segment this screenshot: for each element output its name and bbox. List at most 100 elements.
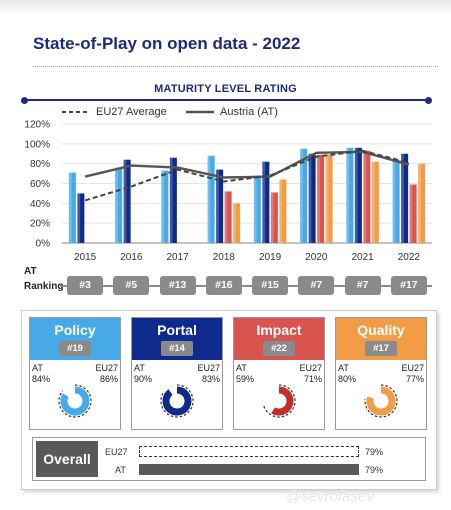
bar-portal	[262, 161, 270, 243]
y-tick-label: 60%	[30, 179, 50, 190]
donut-at-arc	[366, 386, 396, 416]
bar-highlight	[207, 155, 211, 243]
bar-policy	[253, 175, 261, 243]
card-policy-eu-value: 86%	[99, 374, 118, 384]
bar-highlight	[233, 203, 236, 243]
card-impact-name: Impact	[256, 322, 302, 338]
card-policy-at-label: AT	[32, 363, 43, 373]
bar-highlight	[325, 154, 329, 243]
x-tick-label: 2015	[74, 252, 97, 263]
bar-highlight	[224, 191, 228, 243]
ranking-badge: #13	[159, 276, 196, 295]
bar-highlight	[401, 153, 404, 243]
legend-eu27-label: EU27 Average	[96, 106, 167, 118]
card-impact-at-label: AT	[236, 363, 247, 373]
x-tick-label: 2020	[305, 252, 328, 263]
bar-portal	[123, 159, 131, 243]
donut-eu27-ring	[262, 384, 296, 418]
bar-highlight	[68, 172, 72, 243]
ranking-label-at: AT	[24, 266, 37, 277]
rule-dot-right	[425, 96, 432, 104]
subtitle-rule	[24, 99, 428, 101]
card-impact-eu-label: EU27	[299, 363, 322, 373]
donut-eu27-ring	[58, 384, 92, 418]
bar-highlight	[123, 159, 127, 243]
y-tick-label: 40%	[30, 199, 50, 210]
bar-highlight	[354, 147, 358, 243]
card-portal-at-label: AT	[134, 363, 145, 373]
card-policy-header: Policy #19	[30, 318, 120, 360]
bar-portal	[401, 153, 409, 243]
bar-impact	[317, 154, 325, 243]
bar-quality	[371, 161, 379, 243]
overall-eu-value: 79%	[365, 447, 384, 457]
bar-policy	[207, 155, 215, 243]
bar-policy	[68, 172, 76, 243]
card-quality-name: Quality	[357, 322, 405, 338]
ranking-label-ranking: Ranking	[24, 281, 64, 292]
bar-impact	[270, 192, 278, 243]
x-tick-label: 2018	[213, 252, 236, 263]
card-impact: Impact #22 AT 59% EU27 71%	[233, 317, 325, 430]
card-portal-eu-value: 83%	[201, 374, 220, 384]
bar-highlight	[77, 193, 81, 243]
card-impact-header: Impact #22	[234, 318, 324, 360]
watermark: @sevrofasev	[286, 488, 374, 505]
bar-highlight	[308, 153, 312, 243]
overall-eu-bar	[139, 446, 360, 457]
bar-highlight	[300, 148, 303, 243]
ranking-badge: #3	[67, 276, 104, 295]
card-impact-eu-value: 71%	[303, 374, 322, 384]
donut-at-arc	[60, 386, 90, 416]
card-impact-at-value: 59%	[236, 374, 255, 384]
overall-label: Overall	[36, 441, 98, 477]
bar-quality	[233, 203, 241, 243]
chart-subtitle: MATURITY LEVEL RATING	[154, 83, 297, 95]
ranking-badge: #17	[390, 276, 427, 295]
x-tick-label: 2022	[398, 252, 421, 263]
card-portal: Portal #14 AT 90% EU27 83%	[131, 317, 223, 430]
maturity-chart: 0% 20% 40% 60% 80% 100% 120% 2015 2016 2017 2018 20…	[24, 120, 432, 263]
card-impact-rank: #22	[263, 341, 295, 356]
bar-highlight	[262, 161, 266, 243]
card-portal-at-value: 90%	[134, 374, 153, 384]
bar-highlight	[169, 157, 173, 243]
x-tick-label: 2019	[259, 252, 282, 263]
card-policy: Policy #19 AT 84% EU27 86%	[29, 317, 121, 430]
card-quality-at-label: AT	[338, 363, 349, 373]
x-tick-label: 2021	[352, 252, 375, 263]
overall-at-bar	[139, 464, 360, 475]
card-policy-rank: #19	[59, 341, 91, 356]
legend-austria-line	[186, 110, 214, 114]
bar-highlight	[392, 159, 396, 243]
bar-impact	[224, 191, 232, 243]
overall-eu-label: EU27	[105, 447, 128, 457]
bar-policy	[392, 159, 400, 243]
card-policy-eu-label: EU27	[95, 363, 118, 373]
bar-policy	[300, 148, 308, 243]
legend-austria: Austria (AT)	[186, 106, 278, 118]
card-quality: Quality #17 AT 80% EU27 77%	[335, 317, 427, 430]
bar-quality	[418, 163, 426, 243]
card-quality-eu-value: 77%	[405, 374, 424, 384]
bar-policy	[346, 147, 354, 243]
overall-row: Overall EU27 AT 79% 79%	[32, 437, 426, 481]
card-quality-donut	[364, 384, 398, 418]
bar-impact	[363, 150, 371, 243]
bar-highlight	[253, 175, 257, 243]
dotted-divider	[33, 66, 438, 67]
ranking-badge: #5	[113, 276, 150, 295]
bar-highlight	[409, 184, 413, 243]
bar-highlight	[270, 192, 274, 243]
bar-quality	[279, 179, 287, 243]
x-tick-label: 2016	[120, 252, 143, 263]
overall-at-label: AT	[115, 465, 126, 475]
y-tick-label: 120%	[24, 120, 50, 131]
card-impact-donut	[262, 384, 296, 418]
bar-policy	[161, 170, 169, 243]
card-quality-eu-label: EU27	[401, 363, 424, 373]
donut-at-arc	[162, 386, 192, 416]
ranking-badge: #16	[205, 276, 242, 295]
y-tick-label: 100%	[24, 139, 50, 150]
card-quality-rank: #17	[365, 341, 397, 356]
